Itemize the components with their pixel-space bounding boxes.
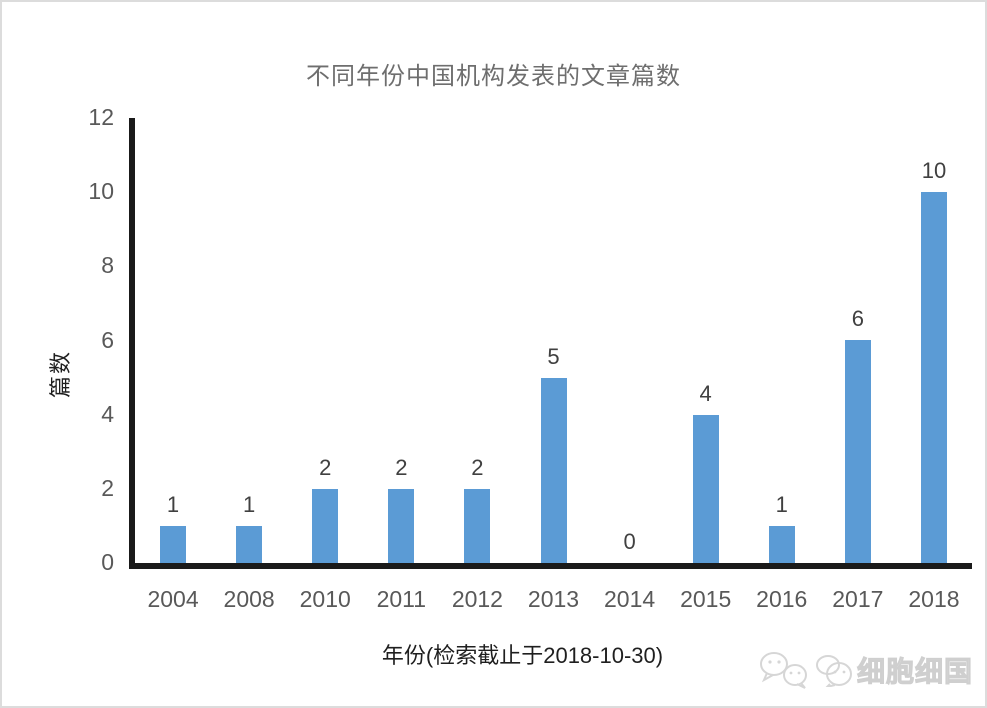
- data-label-2016: 1: [775, 492, 788, 517]
- x-tick-2012: 2012: [451, 586, 503, 612]
- y-axis-label: 篇数: [48, 349, 73, 399]
- x-tick-2018: 2018: [908, 586, 960, 612]
- y-tick-10: 10: [88, 178, 114, 205]
- data-label-2013: 5: [547, 344, 560, 369]
- data-label-2008: 1: [243, 492, 256, 517]
- bar-2013: [540, 378, 567, 563]
- x-tick-2004: 2004: [147, 586, 199, 612]
- x-tick-2008: 2008: [223, 586, 275, 612]
- bar-2016: [768, 526, 795, 563]
- y-tick-4: 4: [101, 400, 114, 427]
- watermark-text: 细胞细国: [856, 656, 973, 688]
- x-tick-2015: 2015: [680, 586, 732, 612]
- data-label-2010: 2: [319, 455, 332, 480]
- x-axis-line: [129, 563, 972, 569]
- wechat-bubble-small-icon: [815, 655, 852, 687]
- data-label-2011: 2: [395, 455, 408, 480]
- bar-2012: [464, 489, 491, 563]
- watermark: 细胞细国: [759, 650, 973, 690]
- bar-2004: [160, 526, 187, 563]
- x-tick-2010: 2010: [299, 586, 351, 612]
- x-tick-2017: 2017: [832, 586, 884, 612]
- bar-2011: [388, 489, 415, 563]
- x-tick-2014: 2014: [603, 586, 656, 612]
- bar-2018: [920, 192, 947, 563]
- x-tick-2013: 2013: [527, 586, 580, 612]
- wechat-bubbles-icon: [759, 652, 807, 689]
- bar-2008: [236, 526, 263, 563]
- bar-2015: [692, 415, 719, 563]
- y-tick-0: 0: [101, 549, 114, 575]
- data-label-2014: 0: [623, 529, 636, 554]
- bar-2017: [844, 340, 871, 563]
- x-tick-2016: 2016: [756, 586, 808, 612]
- data-label-2004: 1: [166, 492, 180, 517]
- data-label-2018: 10: [921, 158, 947, 183]
- y-tick-12: 12: [88, 104, 114, 130]
- y-tick-2: 2: [101, 474, 114, 501]
- data-label-2015: 4: [699, 381, 712, 406]
- x-tick-2011: 2011: [376, 586, 427, 612]
- data-label-2017: 6: [851, 306, 864, 331]
- x-axis-label: 年份(检索截止于2018-10-30): [381, 643, 664, 668]
- y-axis-line: [129, 118, 135, 569]
- bar-2010: [312, 489, 339, 563]
- data-label-2012: 2: [471, 455, 484, 480]
- chart-title: 不同年份中国机构发表的文章篇数: [306, 63, 681, 90]
- y-tick-8: 8: [101, 252, 114, 279]
- y-tick-6: 6: [101, 326, 114, 353]
